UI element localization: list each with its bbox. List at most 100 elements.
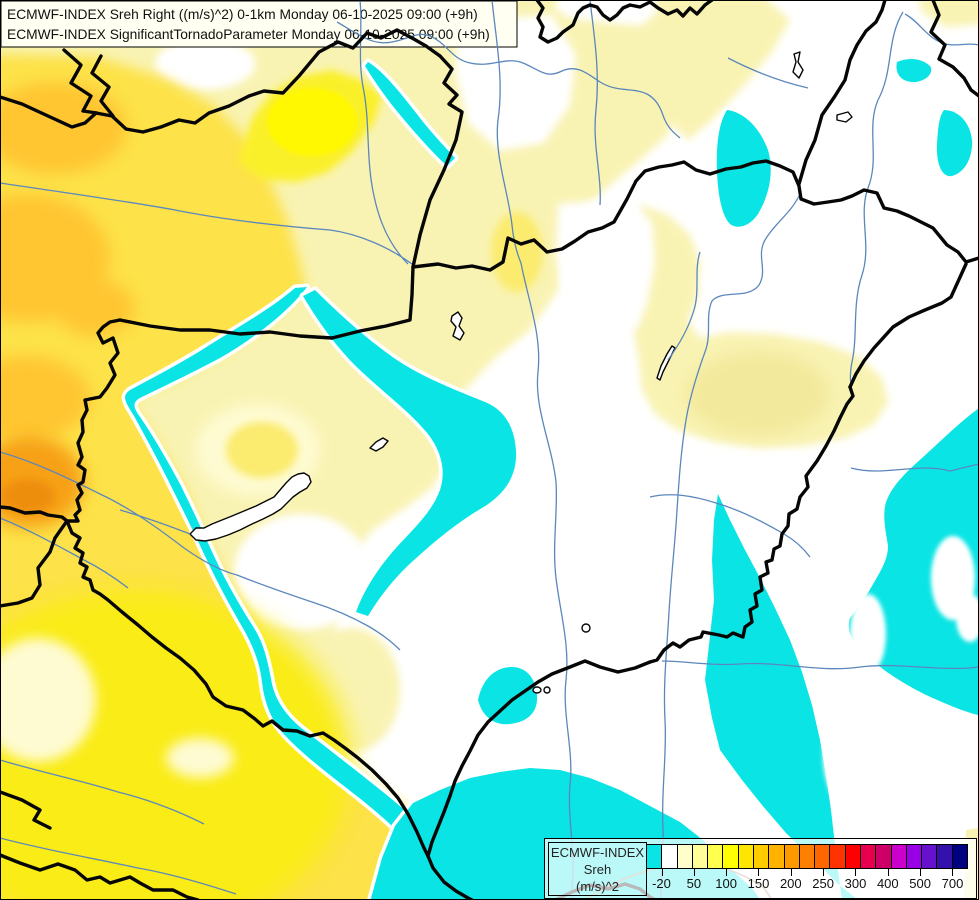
legend-swatch [737, 844, 754, 869]
river-line [119, 509, 191, 535]
legend-tick-value: 700 [941, 876, 964, 891]
legend-swatch [691, 844, 709, 869]
legend-variable: Sreh [583, 862, 612, 877]
legend-tick-value: 200 [779, 876, 802, 891]
river-line [359, 0, 409, 265]
pale-patches-southwest [0, 638, 234, 778]
legend-swatch [921, 844, 938, 869]
river-line [0, 837, 237, 895]
river-line [0, 517, 129, 589]
gold-blob [0, 356, 90, 440]
legend-tick [693, 869, 695, 876]
yellow-core-north-balaton [226, 422, 298, 478]
cyan-blob-small-center [474, 663, 541, 728]
legend-tick-value: 250 [812, 876, 834, 891]
legend-tick [920, 869, 922, 876]
legend-swatch [859, 844, 877, 869]
lakes [189, 51, 853, 694]
border-austria-hungary-horizontal [118, 318, 334, 340]
lake-tiny [543, 686, 551, 694]
legend-swatch [890, 844, 907, 869]
legend-tick [758, 869, 760, 876]
legend-tick-labels: -20 50 100 150 200 250 300 400 500 700 [545, 876, 976, 896]
legend-tick [726, 869, 728, 876]
legend-tick-value: 400 [876, 876, 899, 891]
gold-blobs [0, 82, 135, 440]
legend-tick [661, 869, 663, 876]
lake-small-north [450, 311, 465, 341]
yellow-bright-core [267, 88, 357, 156]
legend-tick [855, 869, 857, 876]
white-hole [850, 594, 886, 674]
legend-swatch [707, 844, 724, 869]
river-line [850, 463, 979, 472]
legend-tick-value: 300 [844, 876, 867, 891]
border-hungary-romania [648, 385, 855, 664]
border-knot-nw [62, 48, 99, 115]
legend-tick-value: 500 [909, 876, 931, 891]
river-line [589, 0, 601, 206]
lake-tiny [581, 623, 591, 633]
cyan-mass-wedge [701, 490, 862, 900]
legend-swatch [752, 844, 770, 869]
legend-swatch [875, 844, 892, 869]
river-line [667, 251, 701, 361]
gold-blob [55, 280, 135, 336]
legend-swatch [661, 844, 678, 869]
title-line-1: ECMWF-INDEX Sreh Right ((m/s)^2) 0-1km M… [7, 7, 478, 22]
white-patch-small [155, 38, 255, 90]
title-line-2: ECMWF-INDEX SignificantTornadoParameter … [7, 27, 490, 42]
river-line [0, 759, 205, 825]
legend-tick-marks [545, 869, 976, 877]
river-line [336, 21, 681, 139]
legend-tick-value: 50 [686, 876, 702, 891]
border-ne-corner [929, 0, 979, 98]
legend-swatch [646, 844, 663, 869]
legend-swatch [829, 844, 846, 869]
legend-tick [887, 869, 889, 876]
white-patches [155, 0, 656, 630]
legend-colorbar [646, 844, 968, 869]
lake-balaton [189, 472, 312, 542]
legend-tick [952, 869, 954, 876]
border-bottom-left-small [0, 790, 52, 830]
legend-tick-value: -20 [652, 876, 671, 891]
pale-spot [17, 682, 73, 742]
lake-tisza [656, 345, 676, 381]
title-box: ECMWF-INDEX Sreh Right ((m/s)^2) 0-1km M… [0, 0, 518, 48]
lake-velence [369, 437, 389, 452]
white-patch-south-balaton [234, 514, 370, 630]
border-knot-nw2 [90, 54, 115, 118]
pale-deep-blob-east [686, 352, 830, 436]
river-line [520, 262, 574, 900]
lake-tiny [532, 686, 542, 694]
river-line [661, 660, 979, 670]
river-line [236, 574, 401, 651]
legend-swatch [844, 844, 861, 869]
deep-orange-core [1, 479, 55, 513]
border-czech-austria [0, 28, 442, 134]
river-line [849, 11, 904, 385]
legend-tick [823, 869, 825, 876]
lake-tiny-ne [792, 51, 804, 79]
cyan-blob-northeast [713, 106, 775, 231]
legend-swatch [951, 844, 968, 869]
color-legend: ECMWF-INDEX Sreh (m/s)^2 -20 50 100 150 200 2… [544, 838, 977, 899]
lake-tiny-ne2 [836, 111, 853, 123]
pale-spot [166, 738, 234, 778]
legend-swatch [814, 844, 831, 869]
legend-swatch [783, 844, 800, 869]
legend-swatch [768, 844, 785, 869]
white-patch-nw [455, 15, 576, 151]
border-slovakia-ukraine [797, 0, 887, 186]
river-line [660, 195, 800, 900]
border-top-zigzag [535, 0, 714, 44]
legend-swatch [798, 844, 816, 869]
legend-swatch [905, 844, 923, 869]
legend-title: ECMWF-INDEX [550, 845, 645, 860]
gold-blob [0, 82, 127, 174]
border-slovenia-croatia [0, 519, 69, 608]
